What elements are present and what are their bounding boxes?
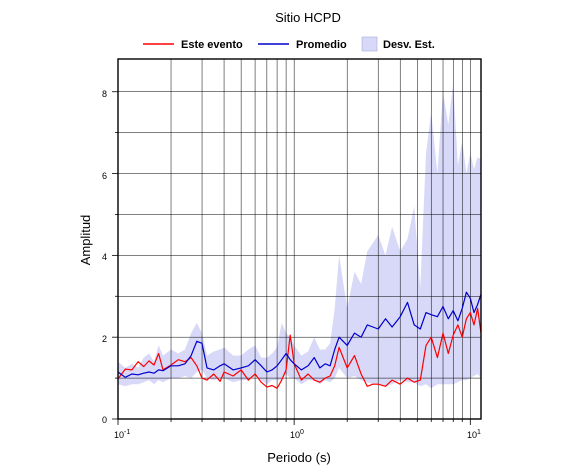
y-tick-label-4: 4 bbox=[102, 252, 107, 262]
y-axis-ticklabels: 0 2 4 6 8 bbox=[102, 89, 107, 425]
x-tick-label-0: 10-1 bbox=[114, 429, 130, 440]
legend-label-std: Desv. Est. bbox=[383, 39, 435, 51]
x-axis-label: Periodo (s) bbox=[267, 450, 331, 465]
legend-label-mean: Promedio bbox=[296, 39, 347, 51]
y-axis-label: Amplitud bbox=[78, 215, 93, 266]
x-tick-label-2: 101 bbox=[467, 429, 481, 440]
x-axis-ticklabels: 10-1 100 101 bbox=[114, 429, 481, 440]
plot-area bbox=[112, 58, 482, 425]
y-tick-label-6: 6 bbox=[102, 171, 107, 181]
legend: Este evento Promedio Desv. Est. bbox=[143, 36, 435, 52]
x-tick-label-1: 100 bbox=[290, 429, 304, 440]
plot-frame bbox=[117, 58, 482, 420]
series-line-promedio bbox=[117, 291, 482, 378]
legend-label-event: Este evento bbox=[181, 39, 243, 51]
y-tick-label-8: 8 bbox=[102, 89, 107, 99]
legend-swatch-std bbox=[361, 36, 378, 52]
y-tick-label-2: 2 bbox=[102, 334, 107, 344]
y-tick-label-0: 0 bbox=[102, 415, 107, 425]
std-band bbox=[118, 83, 481, 389]
series-line-este-evento bbox=[117, 307, 482, 389]
chart-title: Sitio HCPD bbox=[275, 10, 341, 25]
